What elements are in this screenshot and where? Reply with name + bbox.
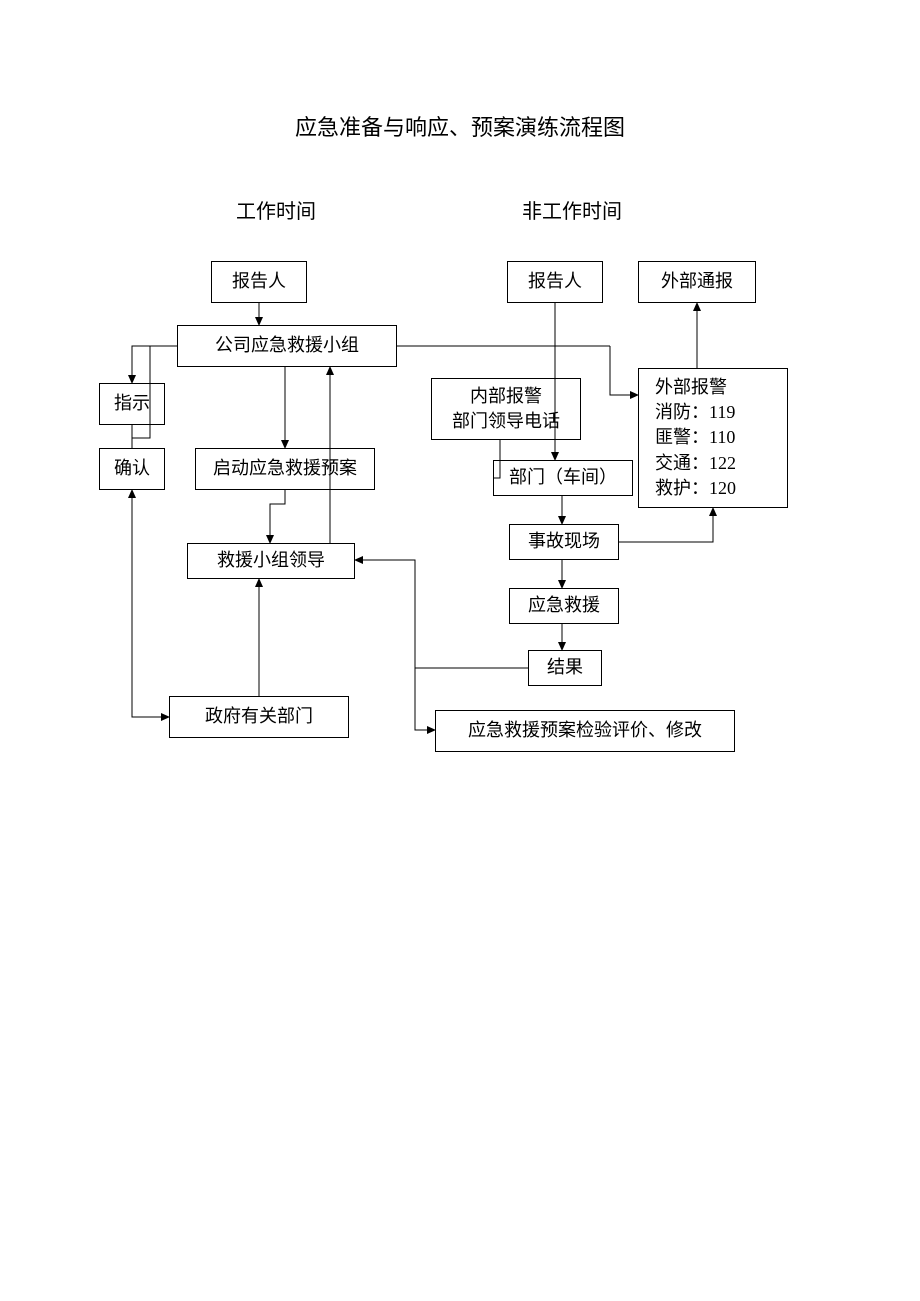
node-indicate: 指示 <box>99 383 165 425</box>
edge <box>132 346 177 383</box>
edge <box>270 490 285 543</box>
edge <box>610 346 638 395</box>
node-external-alarm: 外部报警 消防：119 匪警：110 交通：122 救护：120 <box>638 368 788 508</box>
edges-layer <box>0 0 920 1301</box>
node-accident-scene: 事故现场 <box>509 524 619 560</box>
edge <box>355 560 435 730</box>
node-reporter-left: 报告人 <box>211 261 307 303</box>
edge <box>619 508 713 542</box>
node-external-notify: 外部通报 <box>638 261 756 303</box>
node-plan-review: 应急救援预案检验评价、修改 <box>435 710 735 752</box>
node-start-plan: 启动应急救援预案 <box>195 448 375 490</box>
node-company-team: 公司应急救援小组 <box>177 325 397 367</box>
node-government: 政府有关部门 <box>169 696 349 738</box>
node-result: 结果 <box>528 650 602 686</box>
node-department: 部门（车间） <box>493 460 633 496</box>
nonwork-time-label: 非工作时间 <box>522 195 622 224</box>
edge <box>355 560 528 668</box>
node-emergency-rescue: 应急救援 <box>509 588 619 624</box>
flowchart-canvas: { "type": "flowchart", "title": "应急准备与响应… <box>0 0 920 1301</box>
node-internal-alarm: 内部报警 部门领导电话 <box>431 378 581 440</box>
work-time-label: 工作时间 <box>236 195 316 224</box>
edge <box>132 490 169 717</box>
node-team-leader: 救援小组领导 <box>187 543 355 579</box>
diagram-title: 应急准备与响应、预案演练流程图 <box>0 110 920 142</box>
node-reporter-right: 报告人 <box>507 261 603 303</box>
node-confirm: 确认 <box>99 448 165 490</box>
